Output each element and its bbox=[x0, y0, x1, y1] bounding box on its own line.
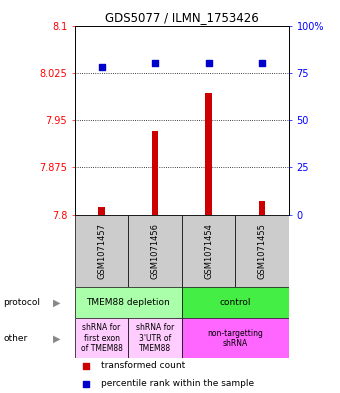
Text: shRNA for
first exon
of TMEM88: shRNA for first exon of TMEM88 bbox=[81, 323, 122, 353]
Text: non-targetting
shRNA: non-targetting shRNA bbox=[207, 329, 264, 348]
Bar bbox=[75, 287, 182, 318]
Bar bbox=[152, 131, 158, 215]
Point bbox=[259, 60, 265, 66]
Text: GSM1071455: GSM1071455 bbox=[258, 223, 267, 279]
Text: protocol: protocol bbox=[3, 298, 40, 307]
Text: other: other bbox=[3, 334, 28, 343]
Text: ▶: ▶ bbox=[53, 333, 60, 343]
Bar bbox=[205, 93, 212, 215]
Text: GSM1071456: GSM1071456 bbox=[151, 223, 159, 279]
Text: TMEM88 depletion: TMEM88 depletion bbox=[86, 298, 170, 307]
Point bbox=[83, 381, 88, 387]
Title: GDS5077 / ILMN_1753426: GDS5077 / ILMN_1753426 bbox=[105, 11, 259, 24]
Bar bbox=[129, 318, 182, 358]
Point bbox=[152, 60, 158, 66]
Bar bbox=[182, 318, 289, 358]
Text: control: control bbox=[220, 298, 251, 307]
Point bbox=[83, 362, 88, 369]
Text: GSM1071457: GSM1071457 bbox=[97, 223, 106, 279]
Bar bbox=[182, 287, 289, 318]
Bar bbox=[182, 215, 235, 287]
Bar bbox=[259, 201, 266, 215]
Bar bbox=[235, 215, 289, 287]
Bar bbox=[75, 215, 128, 287]
Text: GSM1071454: GSM1071454 bbox=[204, 223, 213, 279]
Bar bbox=[129, 215, 182, 287]
Text: percentile rank within the sample: percentile rank within the sample bbox=[101, 379, 254, 388]
Text: transformed count: transformed count bbox=[101, 361, 185, 370]
Bar bbox=[75, 318, 128, 358]
Point bbox=[99, 64, 104, 70]
Text: ▶: ▶ bbox=[53, 298, 60, 308]
Bar bbox=[98, 207, 105, 215]
Text: shRNA for
3'UTR of
TMEM88: shRNA for 3'UTR of TMEM88 bbox=[136, 323, 174, 353]
Point bbox=[206, 60, 211, 66]
